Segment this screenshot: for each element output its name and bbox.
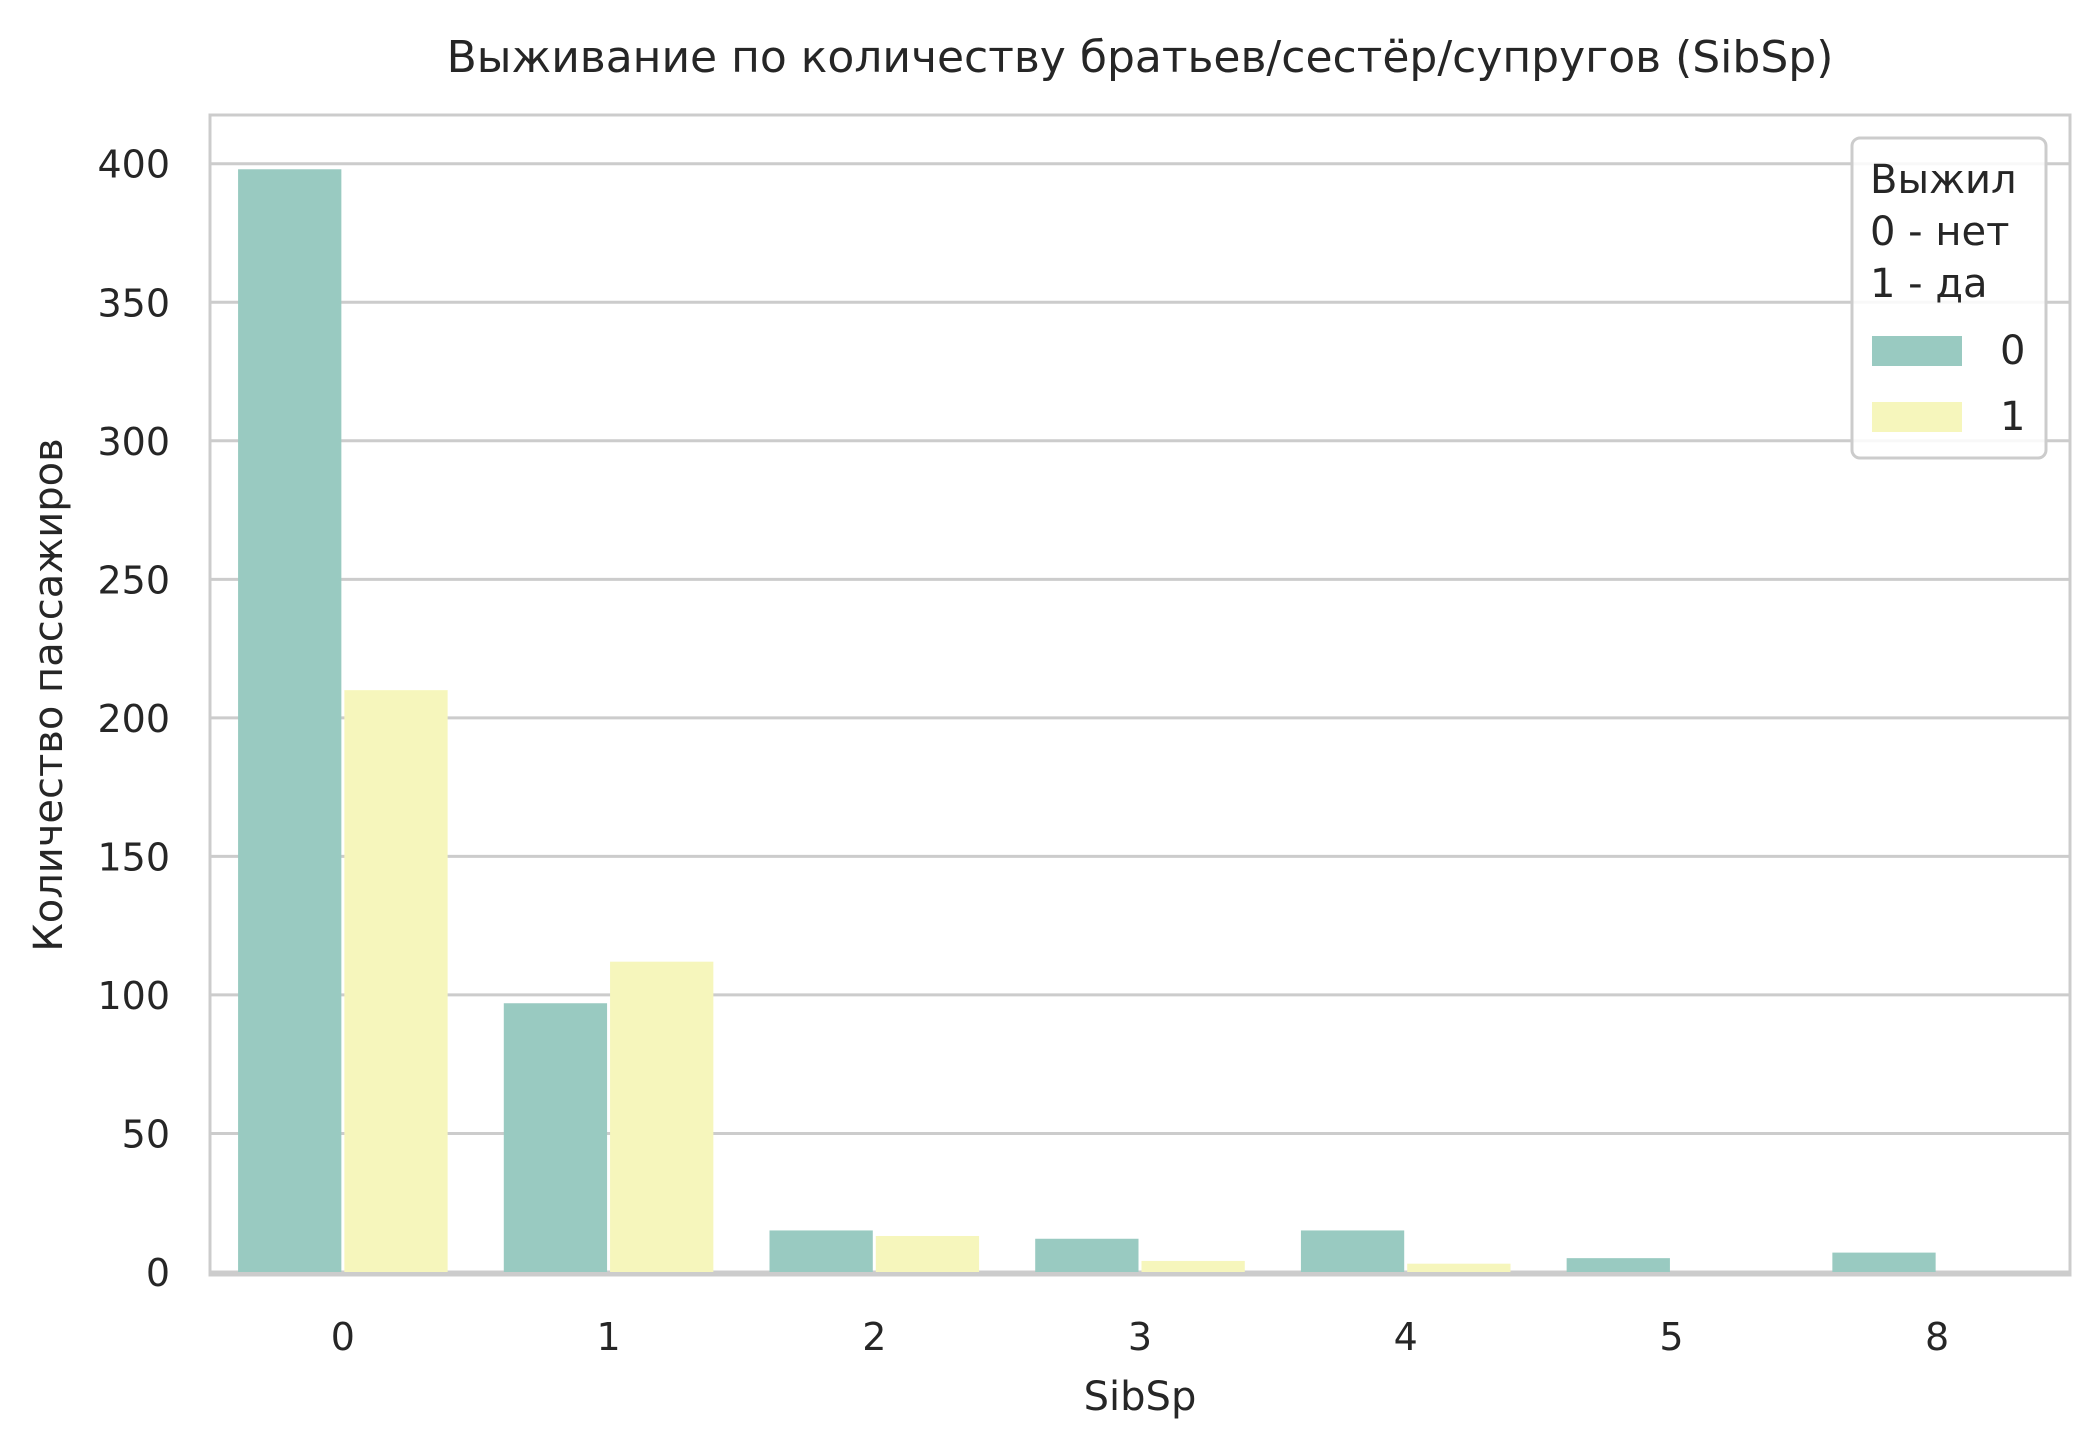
bar-sibsp-3-survived-1 [1141,1260,1245,1272]
legend-title-line-1: Выжил [1870,157,2017,203]
bar-sibsp-0-survived-0 [238,169,342,1273]
bars [238,169,1936,1273]
legend-label-1: 1 [2000,394,2025,440]
bar-sibsp-2-survived-0 [769,1230,873,1272]
y-tick-label: 0 [146,1251,170,1295]
x-tick-label: 5 [1659,1315,1683,1359]
y-tick-label: 350 [97,281,170,325]
plot-frame [208,113,2072,1277]
legend-swatch-1 [1872,402,1962,432]
bar-sibsp-2-survived-1 [875,1235,980,1272]
bar-sibsp-3-survived-0 [1035,1238,1139,1272]
y-tick-label: 250 [97,558,170,602]
x-tick-label: 3 [1128,1315,1152,1359]
y-tick-label: 300 [97,420,170,464]
y-tick-label: 400 [97,143,170,187]
x-tick-label: 1 [596,1315,620,1359]
x-tick-labels: 0 1 2 3 4 5 8 [331,1315,1949,1359]
y-axis-label: Количество пассажиров [26,438,72,951]
legend-label-0: 0 [2000,328,2025,374]
legend-frame [1850,136,2048,460]
bar-sibsp-4-survived-1 [1407,1263,1511,1272]
x-axis-label: SibSp [1084,1374,1197,1420]
legend: Выжил 0 - нет 1 - да 0 1 [1850,136,2048,460]
x-tick-label: 8 [1925,1315,1949,1359]
bar-sibsp-5-survived-0 [1566,1258,1670,1272]
x-tick-label: 0 [331,1315,355,1359]
x-tick-label: 2 [862,1315,886,1359]
bar-sibsp-0-survived-1 [344,690,448,1272]
chart-title: Выживание по количеству братьев/сестёр/с… [447,32,1834,83]
bar-sibsp-1-survived-0 [503,1003,608,1272]
legend-title-line-3: 1 - да [1870,261,1987,307]
y-tick-label: 150 [97,835,170,879]
y-tick-label: 200 [97,697,170,741]
y-tick-labels: 0 50 100 150 200 250 300 350 400 [97,143,170,1295]
legend-title-line-2: 0 - нет [1870,209,2009,255]
y-tick-label: 100 [97,974,170,1018]
x-tick-label: 4 [1394,1315,1418,1359]
bar-sibsp-8-survived-0 [1832,1252,1936,1272]
y-tick-label: 50 [122,1112,170,1156]
legend-swatch-0 [1872,336,1962,366]
bar-sibsp-1-survived-1 [610,961,714,1272]
bar-sibsp-4-survived-0 [1300,1230,1405,1272]
